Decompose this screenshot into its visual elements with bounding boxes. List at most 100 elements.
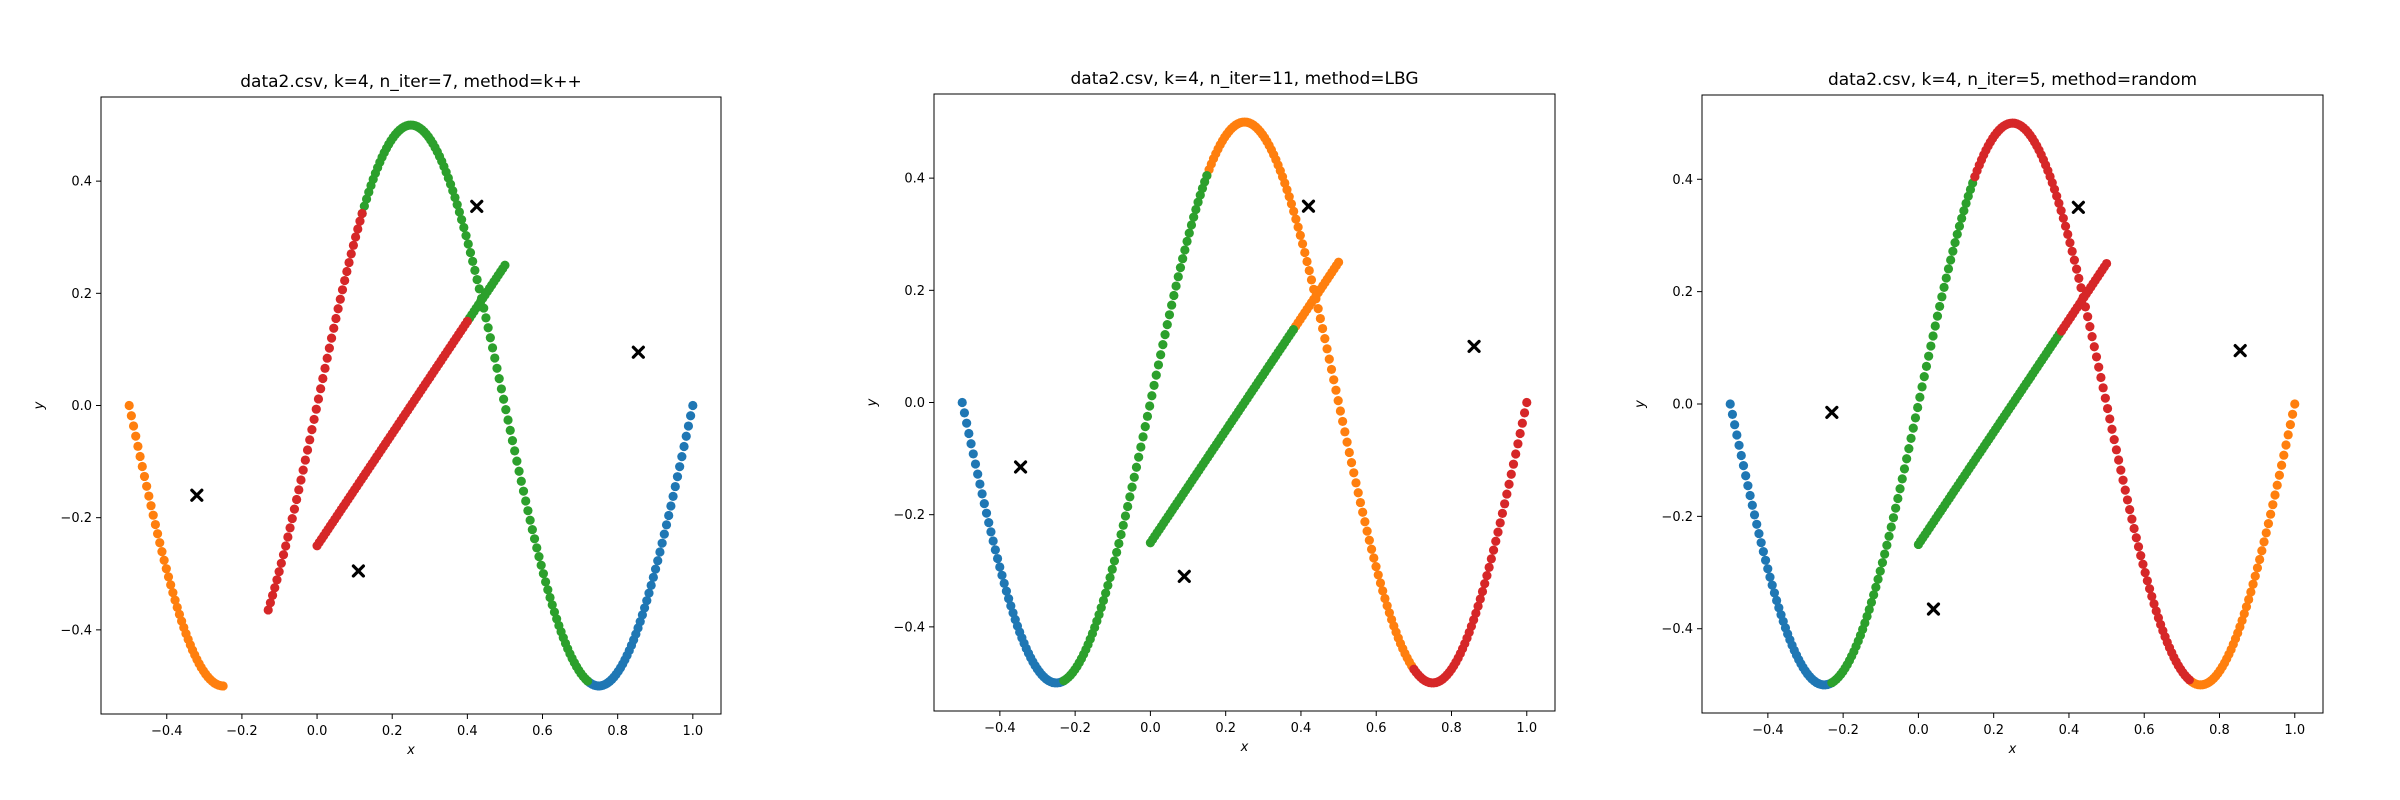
data-point: [1171, 281, 1181, 291]
data-point: [2290, 399, 2300, 409]
data-point: [2118, 475, 2128, 485]
data-point: [1098, 595, 1109, 606]
data-point: [1355, 497, 1366, 508]
data-point: [2266, 509, 2276, 519]
data-point: [2129, 523, 2139, 534]
data-point: [679, 441, 689, 452]
data-point: [1891, 503, 1901, 513]
data-point: [1129, 472, 1139, 482]
data-point: [128, 421, 139, 431]
data-point: [975, 479, 985, 489]
data-point: [2287, 409, 2298, 419]
data-point: [1112, 547, 1122, 557]
data-point: [523, 506, 533, 516]
data-point: [1749, 510, 1760, 520]
data-point: [966, 439, 976, 449]
data-point: [350, 232, 361, 242]
data-point: [276, 558, 286, 568]
data-point: [1184, 228, 1194, 238]
data-point: [2268, 500, 2278, 510]
data-point: [494, 373, 504, 384]
data-point: [1893, 493, 1903, 504]
x-tick-label: 1.0: [1516, 721, 1537, 736]
data-point: [1961, 198, 1971, 208]
x-tick-label: −0.2: [1827, 723, 1859, 738]
data-point: [538, 569, 548, 579]
data-point: [2136, 550, 2146, 561]
data-point: [686, 411, 696, 421]
data-point: [1105, 572, 1115, 583]
data-point: [1895, 484, 1905, 494]
data-point: [1754, 528, 1764, 539]
data-point: [1326, 364, 1337, 375]
data-point: [681, 431, 691, 441]
data-point: [313, 394, 324, 404]
data-point: [137, 461, 147, 472]
data-point: [1886, 522, 1896, 532]
data-point: [322, 353, 332, 363]
data-point: [2114, 455, 2124, 465]
data-point: [1932, 311, 1943, 321]
data-point: [2094, 362, 2104, 372]
data-point: [302, 445, 313, 455]
data-point: [1164, 310, 1175, 320]
data-point: [2105, 414, 2115, 424]
data-point: [2246, 587, 2256, 597]
data-point: [2054, 198, 2064, 208]
y-tick-label: 0.4: [904, 172, 925, 187]
data-point: [1752, 519, 1762, 529]
data-point: [283, 532, 293, 542]
data-point: [1288, 324, 1299, 335]
data-point: [1491, 536, 1501, 546]
data-point: [639, 603, 650, 613]
data-point: [1760, 555, 1771, 565]
data-point: [472, 274, 482, 285]
data-point: [1734, 440, 1744, 450]
data-point: [1882, 540, 1892, 550]
data-point: [1320, 334, 1330, 344]
data-point: [1915, 392, 1925, 402]
x-tick-label: 0.6: [2134, 723, 2155, 738]
y-tick-label: 0.2: [904, 284, 925, 299]
data-point: [1904, 444, 1914, 454]
data-point: [133, 441, 143, 451]
data-point: [501, 405, 511, 415]
x-tick-label: 0.2: [1983, 723, 2004, 738]
data-point: [2239, 609, 2249, 619]
data-point: [973, 469, 983, 479]
data-point: [218, 681, 228, 691]
data-point: [1884, 531, 1894, 541]
data-point: [1380, 593, 1390, 604]
data-point: [1344, 447, 1354, 458]
data-point: [1747, 500, 1757, 510]
data-point: [1346, 458, 1357, 468]
data-point: [1134, 452, 1144, 462]
data-point: [270, 583, 280, 593]
data-point: [1107, 564, 1117, 574]
data-point: [1873, 574, 1883, 584]
y-tick-label: 0.0: [1672, 398, 1693, 413]
data-point: [1342, 437, 1352, 447]
data-point: [329, 323, 339, 333]
data-point: [305, 435, 315, 445]
data-point: [2270, 490, 2280, 500]
data-point: [1488, 545, 1499, 555]
data-point: [348, 240, 359, 250]
data-point: [959, 408, 970, 418]
data-point: [289, 504, 300, 514]
data-point: [1322, 344, 1332, 354]
y-tick-label: −0.2: [60, 511, 92, 526]
data-point: [355, 216, 365, 226]
data-point: [657, 538, 667, 548]
data-point: [2074, 273, 2084, 283]
data-point: [1286, 199, 1297, 209]
data-point: [1158, 340, 1168, 350]
x-tick-label: 0.0: [1140, 721, 1161, 736]
data-point: [1353, 488, 1363, 498]
data-point: [510, 446, 520, 456]
data-point: [1902, 454, 1912, 464]
data-point: [1335, 406, 1346, 416]
data-point: [1871, 582, 1881, 592]
data-point: [1913, 402, 1923, 413]
data-point: [462, 316, 472, 326]
